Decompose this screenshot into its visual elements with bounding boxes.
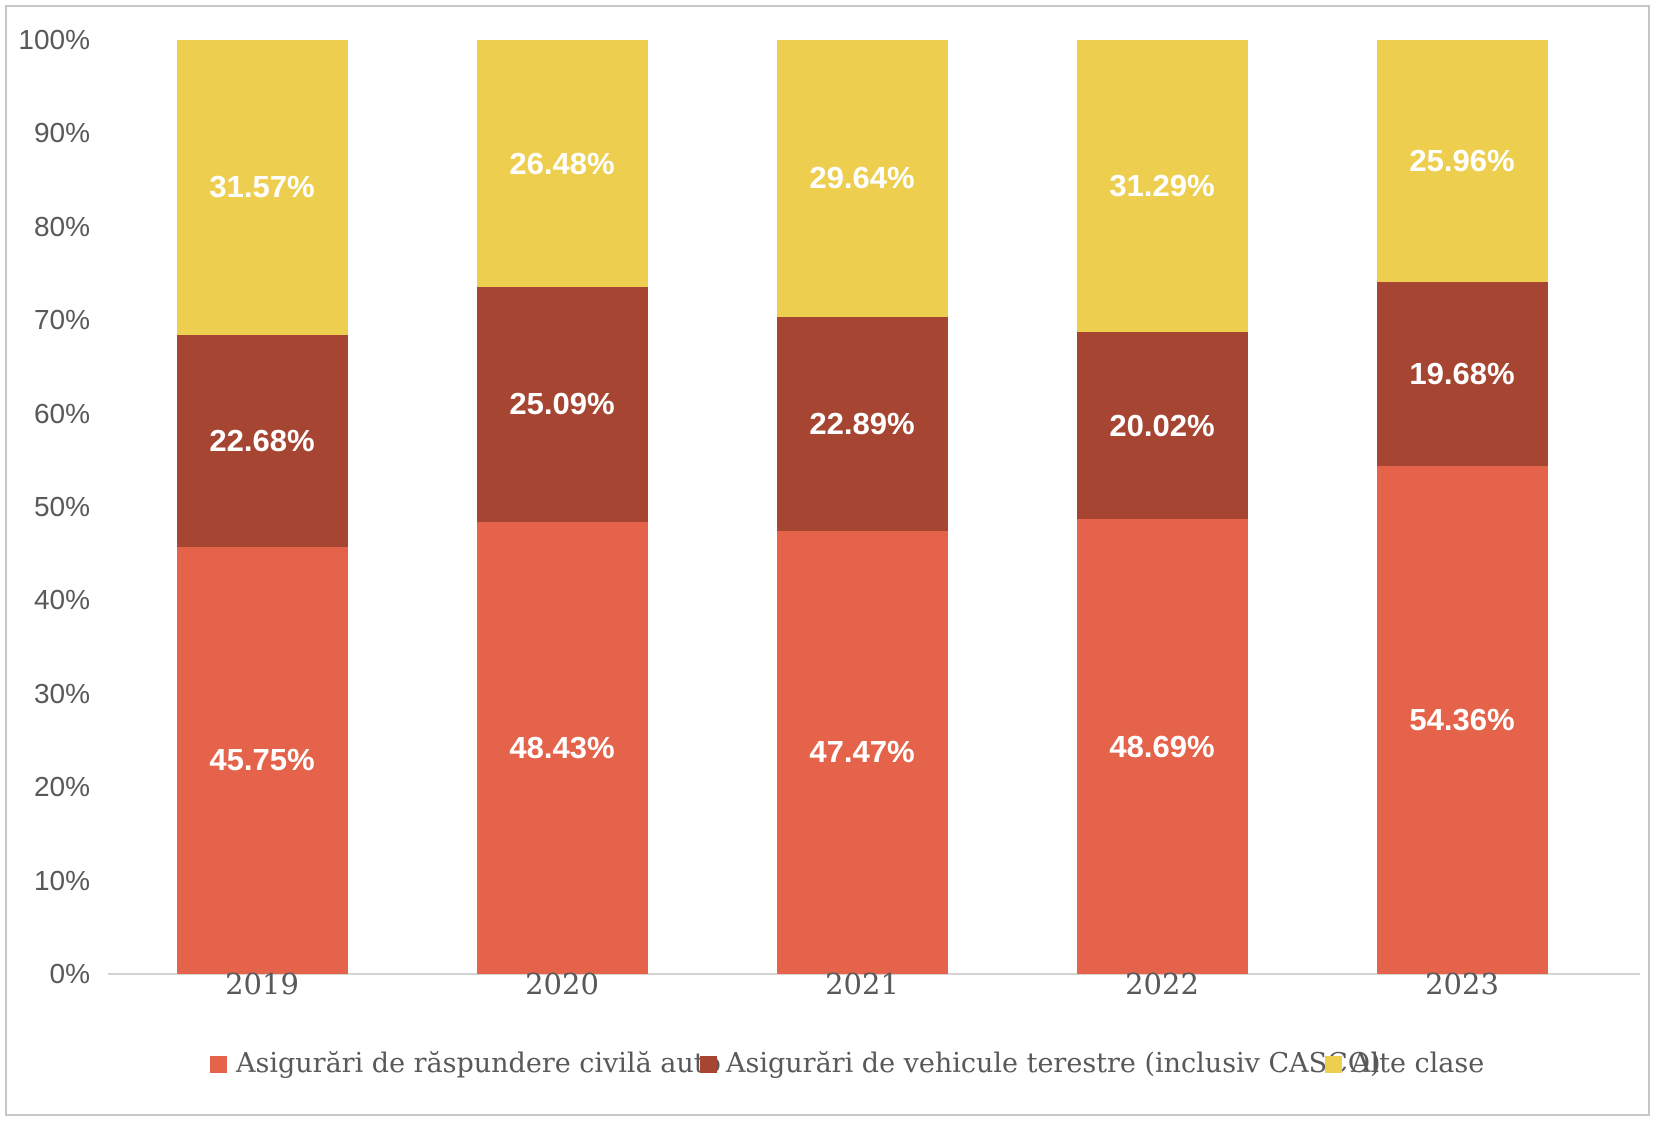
bar-segment-2021-series1: 47.47%: [776, 530, 948, 974]
bar-segment-2020-series1: 48.43%: [476, 521, 648, 974]
y-axis-tick-label: 40%: [33, 584, 90, 616]
x-axis-category-label: 2020: [525, 967, 599, 1001]
data-label: 25.09%: [509, 386, 615, 422]
bar-segment-2023-series3: 25.96%: [1376, 40, 1548, 283]
data-label: 26.48%: [509, 145, 615, 181]
bar-segment-2023-series1: 54.36%: [1376, 466, 1548, 974]
bar-segment-2021-series3: 29.64%: [776, 40, 948, 317]
bar-segment-2022-series1: 48.69%: [1076, 519, 1248, 974]
data-label: 25.96%: [1409, 143, 1515, 179]
y-axis-tick-label: 10%: [33, 864, 90, 896]
legend-label: Asigurări de răspundere civilă auto: [236, 1048, 721, 1079]
legend-label: Alte clase: [1351, 1048, 1485, 1079]
legend-item-series2: Asigurări de vehicule terestre (inclusiv…: [700, 1047, 1381, 1081]
data-label: 31.29%: [1109, 168, 1215, 204]
data-label: 48.43%: [509, 729, 615, 765]
legend-item-series3: Alte clase: [1325, 1047, 1484, 1081]
legend-swatch-icon: [1325, 1055, 1342, 1073]
data-label: 29.64%: [809, 160, 915, 196]
y-axis-tick-label: 100%: [18, 24, 90, 55]
y-axis-tick-label: 30%: [33, 677, 90, 709]
y-axis-tick-label: 60%: [33, 397, 90, 429]
legend-item-series1: Asigurări de răspundere civilă auto: [210, 1047, 721, 1081]
x-axis-line: [108, 973, 1640, 975]
bar-segment-2023-series2: 19.68%: [1376, 282, 1548, 467]
data-label: 48.69%: [1109, 728, 1215, 764]
bar-segment-2022-series3: 31.29%: [1076, 40, 1248, 333]
bar-segment-2020-series2: 25.09%: [476, 287, 648, 522]
bar-segment-2019-series3: 31.57%: [176, 40, 348, 335]
bar-segment-2020-series3: 26.48%: [476, 40, 648, 288]
legend-swatch-icon: [700, 1055, 717, 1073]
data-label: 19.68%: [1409, 356, 1515, 392]
data-label: 47.47%: [809, 734, 915, 770]
data-label: 31.57%: [209, 169, 315, 205]
y-axis-tick-label: 50%: [33, 491, 90, 522]
legend-label: Asigurări de vehicule terestre (inclusiv…: [726, 1048, 1381, 1079]
data-label: 45.75%: [209, 742, 315, 778]
bar-segment-2021-series2: 22.89%: [776, 316, 948, 531]
x-axis-category-label: 2019: [225, 967, 299, 1001]
y-axis-tick-label: 20%: [33, 771, 90, 803]
data-label: 22.89%: [809, 405, 915, 441]
bar-segment-2022-series2: 20.02%: [1076, 332, 1248, 520]
bar-segment-2019-series1: 45.75%: [176, 546, 348, 974]
x-axis-category-label: 2023: [1425, 967, 1499, 1001]
x-axis-category-label: 2022: [1125, 967, 1199, 1001]
data-label: 20.02%: [1109, 407, 1215, 443]
y-axis-tick-label: 90%: [33, 117, 90, 149]
y-axis-tick-label: 80%: [33, 210, 90, 242]
y-axis-tick-label: 0%: [49, 958, 90, 989]
x-axis-category-label: 2021: [825, 967, 899, 1001]
y-axis-tick-label: 70%: [33, 304, 90, 336]
data-label: 22.68%: [209, 422, 315, 458]
legend-swatch-icon: [210, 1055, 227, 1073]
bar-segment-2019-series2: 22.68%: [176, 334, 348, 547]
data-label: 54.36%: [1409, 702, 1515, 738]
